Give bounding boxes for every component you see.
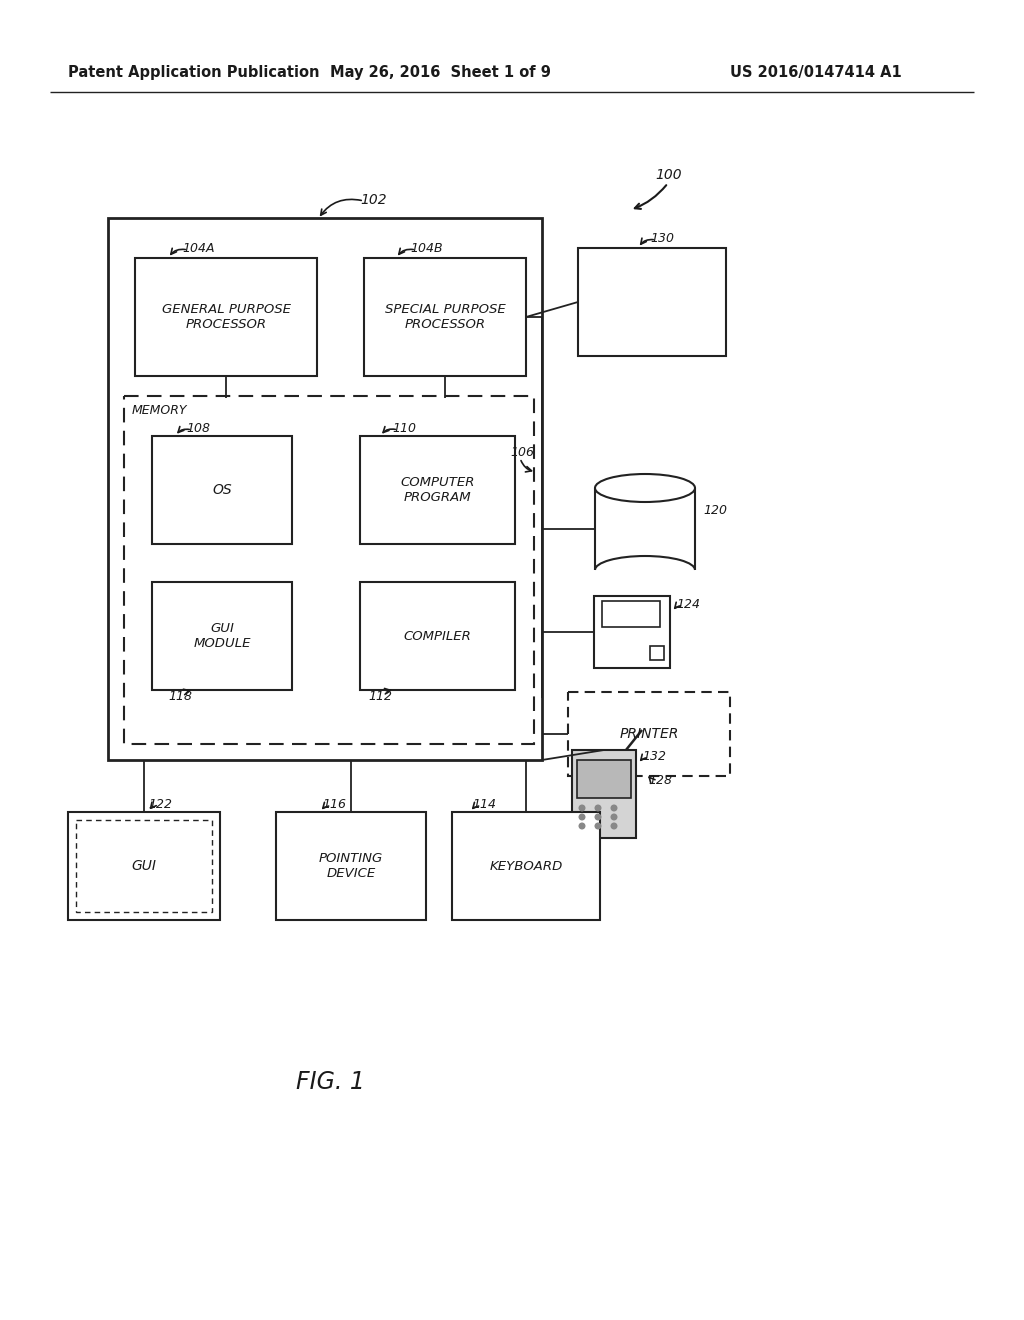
- Circle shape: [580, 824, 585, 829]
- Text: GUI
MODULE: GUI MODULE: [194, 622, 251, 649]
- FancyBboxPatch shape: [568, 692, 730, 776]
- Text: 104A: 104A: [182, 242, 214, 255]
- FancyBboxPatch shape: [360, 436, 515, 544]
- Text: GENERAL PURPOSE
PROCESSOR: GENERAL PURPOSE PROCESSOR: [162, 304, 291, 331]
- Text: POINTING
DEVICE: POINTING DEVICE: [318, 851, 383, 880]
- Text: 110: 110: [392, 421, 416, 434]
- Ellipse shape: [595, 474, 695, 502]
- Circle shape: [611, 824, 616, 829]
- Circle shape: [595, 824, 601, 829]
- Text: May 26, 2016  Sheet 1 of 9: May 26, 2016 Sheet 1 of 9: [330, 65, 551, 79]
- FancyBboxPatch shape: [152, 582, 292, 690]
- Text: 118: 118: [168, 689, 193, 702]
- Text: 128: 128: [648, 774, 672, 787]
- FancyBboxPatch shape: [650, 645, 664, 660]
- Text: PRINTER: PRINTER: [620, 727, 679, 741]
- FancyBboxPatch shape: [578, 248, 726, 356]
- FancyBboxPatch shape: [152, 436, 292, 544]
- Text: 116: 116: [322, 799, 346, 812]
- Text: FIG. 1: FIG. 1: [296, 1071, 365, 1094]
- Text: 112: 112: [368, 689, 392, 702]
- FancyBboxPatch shape: [135, 257, 317, 376]
- Text: Patent Application Publication: Patent Application Publication: [68, 65, 319, 79]
- FancyBboxPatch shape: [360, 582, 515, 690]
- Text: MEMORY: MEMORY: [132, 404, 187, 417]
- Text: GUI: GUI: [131, 859, 157, 873]
- FancyBboxPatch shape: [276, 812, 426, 920]
- Text: KEYBOARD: KEYBOARD: [489, 859, 562, 873]
- Text: 122: 122: [148, 799, 172, 812]
- Text: 120: 120: [703, 503, 727, 516]
- Text: 130: 130: [650, 231, 674, 244]
- Bar: [595, 488, 695, 570]
- Circle shape: [611, 805, 616, 810]
- Text: 104B: 104B: [410, 242, 442, 255]
- Text: US 2016/0147414 A1: US 2016/0147414 A1: [730, 65, 902, 79]
- FancyBboxPatch shape: [76, 820, 212, 912]
- Circle shape: [595, 814, 601, 820]
- Circle shape: [580, 814, 585, 820]
- Text: 102: 102: [360, 193, 387, 207]
- Text: 108: 108: [186, 421, 210, 434]
- Text: 132: 132: [642, 750, 666, 763]
- FancyBboxPatch shape: [572, 750, 636, 838]
- Text: COMPUTER
PROGRAM: COMPUTER PROGRAM: [400, 477, 475, 504]
- FancyBboxPatch shape: [124, 396, 534, 744]
- FancyBboxPatch shape: [602, 601, 660, 627]
- Circle shape: [595, 805, 601, 810]
- Text: 100: 100: [655, 168, 682, 182]
- FancyBboxPatch shape: [364, 257, 526, 376]
- Text: 106: 106: [510, 446, 534, 459]
- FancyBboxPatch shape: [594, 597, 670, 668]
- Text: SPECIAL PURPOSE
PROCESSOR: SPECIAL PURPOSE PROCESSOR: [385, 304, 506, 331]
- Circle shape: [580, 805, 585, 810]
- Circle shape: [611, 814, 616, 820]
- FancyBboxPatch shape: [452, 812, 600, 920]
- Text: OS: OS: [212, 483, 231, 498]
- FancyBboxPatch shape: [68, 812, 220, 920]
- Text: 124: 124: [676, 598, 700, 610]
- FancyBboxPatch shape: [108, 218, 542, 760]
- Text: 114: 114: [472, 799, 496, 812]
- FancyBboxPatch shape: [577, 760, 631, 799]
- Text: COMPILER: COMPILER: [403, 630, 471, 643]
